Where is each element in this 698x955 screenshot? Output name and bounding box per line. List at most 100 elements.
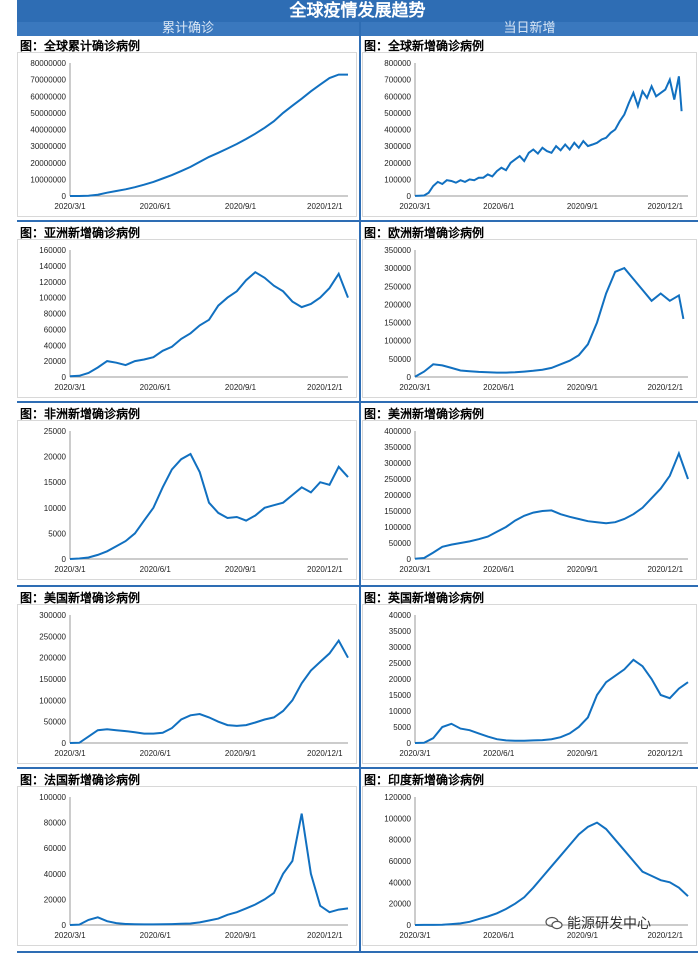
y-tick-label: 70000000 bbox=[30, 76, 66, 85]
y-tick-label: 40000 bbox=[44, 870, 67, 879]
y-tick-label: 160000 bbox=[39, 246, 66, 255]
series-line bbox=[414, 450, 689, 560]
x-tick-label: 2020/3/1 bbox=[54, 383, 86, 392]
y-tick-label: 25000 bbox=[44, 427, 67, 436]
y-tick-label: 700000 bbox=[384, 76, 411, 85]
y-tick-label: 120000 bbox=[384, 793, 411, 802]
chart-india-new: 0 20000 40000 60000 80000 100000 120000 2020/3/… bbox=[362, 786, 697, 946]
y-tick-label: 20000 bbox=[389, 900, 412, 909]
chart-svg-america-new: 0 50000 100000 150000 200000 250000 300000 3500… bbox=[384, 427, 689, 574]
x-tick-label: 2020/6/1 bbox=[483, 749, 515, 758]
y-tick-label: 100000 bbox=[384, 337, 411, 346]
x-tick-label: 2020/9/1 bbox=[567, 565, 599, 574]
y-tick-label: 60000 bbox=[44, 325, 67, 334]
y-tick-label: 150000 bbox=[384, 319, 411, 328]
y-tick-label: 400000 bbox=[384, 427, 411, 436]
y-tick-label: 50000 bbox=[389, 355, 412, 364]
y-tick-label: 5000 bbox=[393, 723, 411, 732]
chart-svg-india-new: 0 20000 40000 60000 80000 100000 120000 2020/3/… bbox=[384, 793, 689, 940]
chart-america-new: 0 50000 100000 150000 200000 250000 300000 3500… bbox=[362, 420, 697, 580]
x-tick-label: 2020/6/1 bbox=[140, 202, 172, 211]
y-tick-label: 150000 bbox=[384, 507, 411, 516]
series-line bbox=[414, 266, 685, 378]
x-tick-label: 2020/12/1 bbox=[307, 931, 343, 940]
chart-svg-us-new: 0 50000 100000 150000 200000 250000 300000 2020… bbox=[39, 611, 349, 758]
chart-uk-new: 0 5000 10000 15000 20000 25000 30000 35000 40000… bbox=[362, 604, 697, 764]
chart-svg-africa-new: 0 5000 10000 15000 20000 25000 2020/3/1 2020/6/… bbox=[44, 427, 349, 574]
y-tick-label: 350000 bbox=[384, 443, 411, 452]
chart-svg-france-new: 0 20000 40000 60000 80000 100000 2020/3/1 2020/… bbox=[39, 793, 349, 940]
y-tick-label: 0 bbox=[407, 555, 412, 564]
y-tick-label: 300000 bbox=[384, 142, 411, 151]
y-tick-label: 100000 bbox=[384, 814, 411, 823]
x-tick-label: 2020/6/1 bbox=[140, 383, 172, 392]
y-tick-label: 600000 bbox=[384, 92, 411, 101]
series-line bbox=[69, 452, 349, 560]
x-tick-label: 2020/3/1 bbox=[54, 565, 86, 574]
chart-us-new: 0 50000 100000 150000 200000 250000 300000 2020… bbox=[17, 604, 357, 764]
x-tick-label: 2020/9/1 bbox=[225, 565, 257, 574]
y-tick-label: 100000 bbox=[39, 793, 66, 802]
y-tick-label: 300000 bbox=[39, 611, 66, 620]
x-tick-label: 2020/9/1 bbox=[567, 931, 599, 940]
series-line bbox=[69, 270, 349, 378]
y-tick-label: 200000 bbox=[384, 159, 411, 168]
chart-title-india-new: 图：印度新增确诊病例 bbox=[364, 773, 485, 787]
x-tick-label: 2020/9/1 bbox=[225, 202, 257, 211]
y-tick-label: 300000 bbox=[384, 264, 411, 273]
y-tick-label: 100000 bbox=[39, 294, 66, 303]
y-tick-label: 30000000 bbox=[30, 142, 66, 151]
y-tick-label: 0 bbox=[62, 373, 67, 382]
y-tick-label: 80000 bbox=[44, 310, 67, 319]
x-tick-label: 2020/3/1 bbox=[399, 383, 431, 392]
y-tick-label: 0 bbox=[62, 921, 67, 930]
chart-global-cumulative: 0 10000000 20000000 30000000 40000000 5000000… bbox=[17, 52, 357, 217]
column-divider bbox=[359, 22, 361, 952]
page-title: 全球疫情发展趋势 bbox=[17, 0, 698, 22]
x-tick-label: 2020/12/1 bbox=[647, 931, 683, 940]
chart-title-uk-new: 图：英国新增确诊病例 bbox=[364, 591, 485, 605]
series-line bbox=[414, 76, 683, 197]
x-tick-label: 2020/3/1 bbox=[399, 749, 431, 758]
chart-svg-global-new: 0 100000 200000 300000 400000 500000 600000 700… bbox=[384, 59, 688, 211]
y-tick-label: 250000 bbox=[384, 282, 411, 291]
chart-title-global-cumulative: 图：全球累计确诊病例 bbox=[20, 39, 141, 53]
x-tick-label: 2020/12/1 bbox=[307, 383, 343, 392]
y-tick-label: 15000 bbox=[389, 691, 412, 700]
chart-svg-global-cum: 0 10000000 20000000 30000000 40000000 5000000… bbox=[30, 59, 348, 211]
y-tick-label: 30000 bbox=[389, 643, 412, 652]
wechat-icon bbox=[545, 916, 563, 930]
y-tick-label: 25000 bbox=[389, 659, 412, 668]
x-tick-label: 2020/12/1 bbox=[307, 202, 343, 211]
x-tick-label: 2020/3/1 bbox=[54, 931, 86, 940]
x-tick-label: 2020/3/1 bbox=[54, 202, 86, 211]
y-tick-label: 100000 bbox=[384, 175, 411, 184]
x-tick-label: 2020/12/1 bbox=[307, 749, 343, 758]
y-tick-label: 0 bbox=[407, 373, 412, 382]
series-line bbox=[70, 73, 348, 197]
x-tick-label: 2020/12/1 bbox=[307, 565, 343, 574]
x-tick-label: 2020/6/1 bbox=[140, 931, 172, 940]
x-tick-label: 2020/9/1 bbox=[567, 202, 599, 211]
y-tick-label: 20000 bbox=[389, 675, 412, 684]
y-tick-label: 100000 bbox=[39, 696, 66, 705]
chart-title-africa-new: 图：非洲新增确诊病例 bbox=[20, 407, 141, 421]
x-tick-label: 2020/6/1 bbox=[140, 749, 172, 758]
y-tick-label: 20000 bbox=[44, 453, 67, 462]
section-header-cumulative: 累计确诊 bbox=[17, 22, 359, 36]
y-tick-label: 400000 bbox=[384, 126, 411, 135]
chart-title-europe-new: 图：欧洲新增确诊病例 bbox=[364, 226, 485, 240]
x-tick-label: 2020/6/1 bbox=[483, 565, 515, 574]
y-tick-label: 80000 bbox=[44, 819, 67, 828]
chart-svg-europe-new: 0 50000 100000 150000 200000 250000 300000 3500… bbox=[384, 246, 688, 392]
x-tick-label: 2020/6/1 bbox=[483, 383, 515, 392]
x-tick-label: 2020/12/1 bbox=[647, 202, 683, 211]
y-tick-label: 35000 bbox=[389, 627, 412, 636]
y-tick-label: 20000000 bbox=[30, 159, 66, 168]
x-tick-label: 2020/9/1 bbox=[567, 383, 599, 392]
x-tick-label: 2020/12/1 bbox=[647, 749, 683, 758]
chart-title-america-new: 图：美洲新增确诊病例 bbox=[364, 407, 485, 421]
y-tick-label: 300000 bbox=[384, 459, 411, 468]
x-tick-label: 2020/9/1 bbox=[567, 749, 599, 758]
y-tick-label: 140000 bbox=[39, 262, 66, 271]
